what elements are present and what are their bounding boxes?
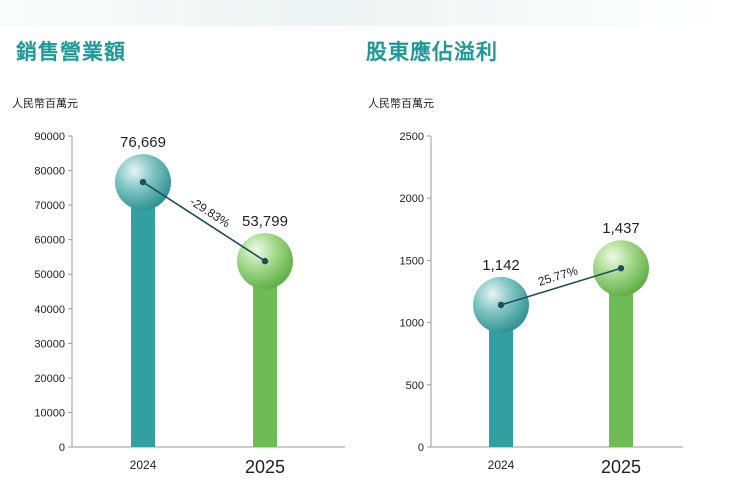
x-category-label-2024: 2024 xyxy=(488,458,515,472)
bar-2025 xyxy=(253,261,277,447)
y-tick-label: 30000 xyxy=(34,338,65,350)
sales-chart: 0 10000 20000 30000 40000 50000 60000 70000 8000… xyxy=(34,131,345,477)
y-tick-label: 40000 xyxy=(34,304,65,316)
change-percentage-label: 25.77% xyxy=(536,263,579,288)
y-tick-label: 1500 xyxy=(400,255,424,267)
y-tick-label: 2000 xyxy=(400,193,424,205)
data-label-2025: 1,437 xyxy=(602,220,640,237)
change-connector-line xyxy=(500,267,622,306)
change-connector-line xyxy=(142,181,266,262)
data-point-2025 xyxy=(261,257,269,265)
y-tick-label: 60000 xyxy=(34,235,65,247)
profit-chart: 0 500 1000 1500 2000 2500 1,142 1,437 25.77% 2024… xyxy=(400,131,683,477)
bar-2024 xyxy=(131,182,155,447)
data-label-2025: 53,799 xyxy=(242,213,288,230)
y-tick-label: 2500 xyxy=(400,131,424,143)
data-label-2024: 76,669 xyxy=(120,134,166,151)
data-point-2024 xyxy=(139,178,147,186)
data-point-2025 xyxy=(617,265,625,272)
y-tick-label: 80000 xyxy=(34,166,65,178)
x-category-label-2024: 2024 xyxy=(130,458,157,472)
y-tick-label: 50000 xyxy=(34,269,65,281)
bar-2025 xyxy=(609,268,633,447)
y-tick-label: 20000 xyxy=(34,373,65,385)
y-unit-profit: 人民幣百萬元 xyxy=(368,97,434,110)
y-tick-label: 70000 xyxy=(34,200,65,212)
x-category-label-2025: 2025 xyxy=(245,457,285,477)
chart-title-sales: 銷售營業額 xyxy=(16,40,126,64)
y-tick-label: 10000 xyxy=(34,407,65,419)
data-point-2024 xyxy=(497,301,505,309)
y-tick-label: 500 xyxy=(406,380,424,392)
y-tick-label: 1000 xyxy=(400,318,424,330)
data-label-2024: 1,142 xyxy=(482,257,520,274)
chart-title-profit: 股東應佔溢利 xyxy=(366,40,498,64)
header-decoration xyxy=(0,0,729,26)
x-category-label-2025: 2025 xyxy=(601,457,641,477)
y-unit-sales: 人民幣百萬元 xyxy=(12,97,78,110)
y-tick-label: 0 xyxy=(59,442,65,454)
y-tick-label: 0 xyxy=(418,442,424,454)
y-tick-label: 90000 xyxy=(34,131,65,143)
